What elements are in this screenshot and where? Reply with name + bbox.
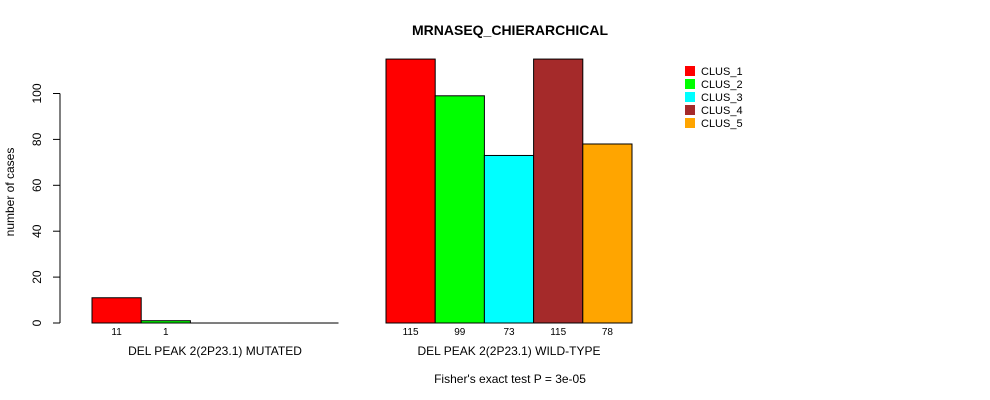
legend-swatch [685,92,695,102]
bar-value-label: 73 [503,327,515,338]
y-axis-label: number of cases [3,148,17,237]
y-tick-label: 20 [30,270,44,284]
y-axis: 0 20 40 60 80 100 [30,83,61,326]
legend-swatch [685,105,695,115]
legend-swatch [685,79,695,89]
bar-clus-3 [483,154,535,324]
legend-label: CLUS_3 [701,92,743,104]
legend-label: CLUS_2 [701,79,743,91]
bar-value-label: 115 [550,327,566,338]
group-label: DEL PEAK 2(2P23.1) WILD-TYPE [418,344,601,358]
y-tick-label: 40 [30,224,44,238]
legend-swatch [685,118,695,128]
group-label: DEL PEAK 2(2P23.1) MUTATED [128,344,302,358]
value-labels: 11 1 115 99 73 115 78 [111,327,613,338]
y-tick-label: 100 [30,83,44,103]
bar-value-label: 1 [163,327,169,338]
bar-value-label: 115 [403,327,419,338]
bar-value-label: 78 [602,327,614,338]
y-tick-label: 0 [30,319,44,326]
bars [91,58,633,324]
bar-clus-4 [533,58,584,324]
bar-clus-2 [434,95,485,324]
bar-clus-5 [582,143,633,324]
chart-title: MRNASEQ_CHIERARCHICAL [412,22,608,38]
fisher-test-footnote: Fisher's exact test P = 3e-05 [434,372,586,386]
bar-value-label: 11 [111,327,122,338]
bar-value-label: 99 [454,327,466,338]
legend-label: CLUS_4 [701,105,743,117]
y-tick-label: 80 [30,132,44,146]
bar-clus-1 [385,58,436,324]
y-tick-label: 60 [30,178,44,192]
legend-label: CLUS_1 [701,66,743,78]
bar-clus-1 [91,297,142,324]
group-labels: DEL PEAK 2(2P23.1) MUTATED DEL PEAK 2(2P2… [128,344,600,358]
bar-clus-2 [140,320,191,324]
legend-swatch [685,66,695,76]
legend-label: CLUS_5 [701,118,743,130]
